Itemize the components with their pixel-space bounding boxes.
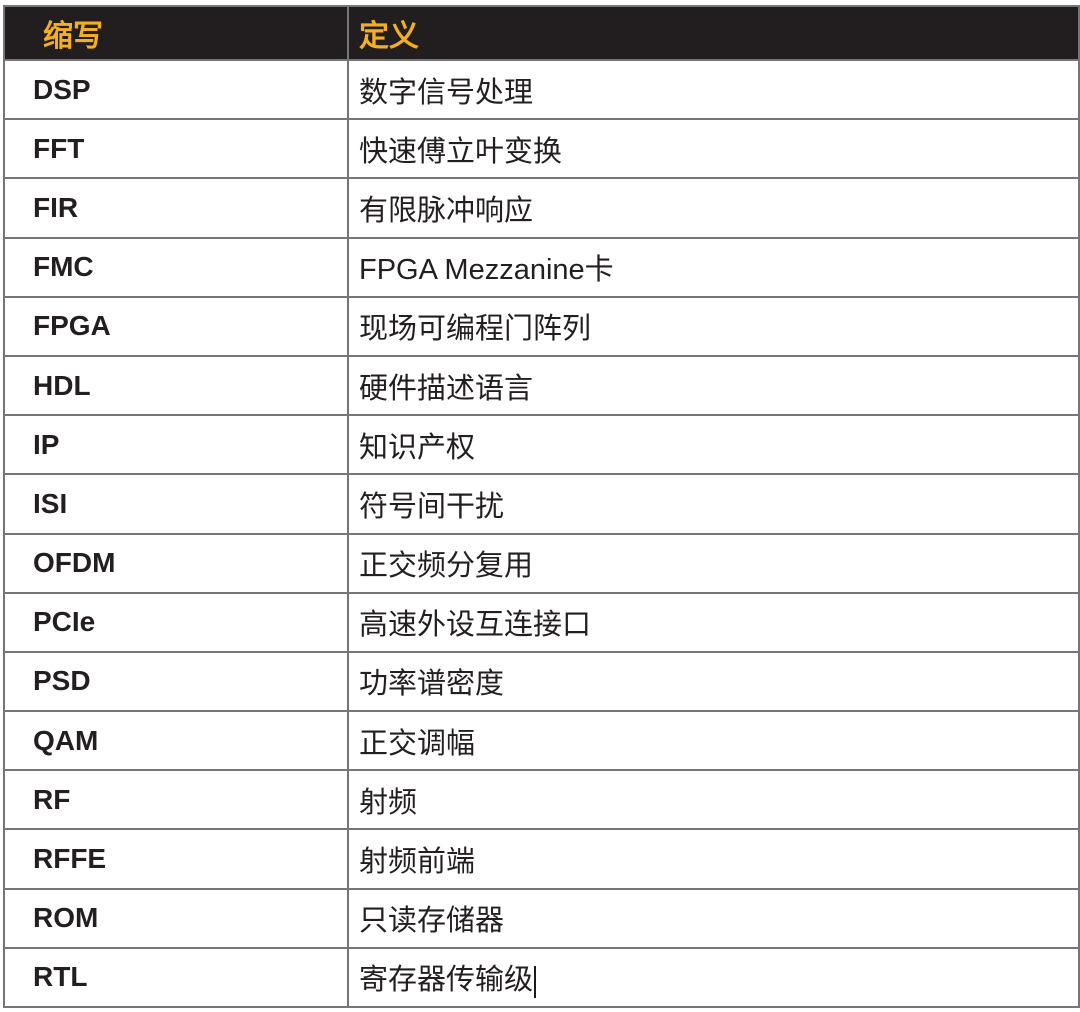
abbreviation-cell: ROM	[3, 887, 349, 949]
table-row: RF 射频	[3, 769, 1080, 831]
definition-text: 现场可编程门阵列	[359, 313, 592, 346]
abbreviation-cell: ISI	[3, 473, 349, 535]
abbreviation-cell: PCIe	[3, 591, 349, 653]
definition-text: 符号间干扰	[359, 490, 505, 523]
definition-cell: 正交频分复用	[347, 532, 1080, 594]
definition-text: 射频前端	[359, 846, 476, 879]
definition-text: 高速外设互连接口	[359, 609, 592, 642]
abbreviation-cell: FIR	[3, 177, 349, 239]
table-header-row: 缩写 定义	[3, 5, 1080, 61]
abbreviation-cell: RF	[3, 769, 349, 831]
abbreviation-cell: IP	[3, 414, 349, 476]
definition-text: 快速傅立叶变换	[359, 135, 563, 168]
abbreviation-cell: FFT	[3, 118, 349, 180]
definition-cell: 高速外设互连接口	[347, 591, 1080, 653]
definition-cell: 射频前端	[347, 828, 1080, 890]
definition-text: 射频	[359, 786, 418, 819]
table-row: ISI 符号间干扰	[3, 473, 1080, 535]
definition-text: 功率谱密度	[359, 668, 505, 701]
abbreviation-cell: QAM	[3, 710, 349, 772]
definition-text: 正交频分复用	[359, 550, 534, 583]
table-row: FPGA 现场可编程门阵列	[3, 295, 1080, 357]
definition-text: FPGA Mezzanine卡	[359, 254, 614, 287]
table-row: RFFE 射频前端	[3, 828, 1080, 890]
table-row: FMC FPGA Mezzanine卡	[3, 236, 1080, 298]
table-row: DSP 数字信号处理	[3, 58, 1080, 121]
definition-text: 正交调幅	[359, 727, 476, 760]
definition-text: 知识产权	[359, 431, 476, 464]
abbreviation-cell: OFDM	[3, 532, 349, 594]
abbreviation-table: 缩写 定义 DSP 数字信号处理 FFT 快速傅立叶变换 FIR 有限脉冲响应 …	[3, 5, 1080, 1009]
table-row: IP 知识产权	[3, 414, 1080, 476]
abbreviation-cell: RFFE	[3, 828, 349, 890]
definition-cell: 只读存储器	[347, 887, 1080, 949]
text-caret	[534, 965, 537, 998]
definition-cell[interactable]: 寄存器传输级	[347, 946, 1080, 1009]
table-row: RTL 寄存器传输级	[3, 946, 1080, 1009]
definition-text: 硬件描述语言	[359, 372, 534, 405]
definition-cell: 射频	[347, 769, 1080, 831]
definition-cell: 正交调幅	[347, 710, 1080, 772]
column-header-abbreviation: 缩写	[3, 5, 349, 61]
definition-cell: FPGA Mezzanine卡	[347, 236, 1080, 298]
table-row: HDL 硬件描述语言	[3, 354, 1080, 417]
definition-cell: 有限脉冲响应	[347, 177, 1080, 239]
definition-text: 寄存器传输级	[359, 964, 534, 997]
table-row: OFDM 正交频分复用	[3, 532, 1080, 594]
definition-cell: 数字信号处理	[347, 58, 1080, 121]
definition-cell: 快速傅立叶变换	[347, 118, 1080, 180]
table-row: PSD 功率谱密度	[3, 650, 1080, 713]
definition-cell: 符号间干扰	[347, 473, 1080, 535]
definition-text: 有限脉冲响应	[359, 194, 534, 227]
table-row: QAM 正交调幅	[3, 710, 1080, 772]
abbreviation-cell: FMC	[3, 236, 349, 298]
abbreviation-cell: FPGA	[3, 295, 349, 357]
definition-cell: 现场可编程门阵列	[347, 295, 1080, 357]
definition-cell: 功率谱密度	[347, 650, 1080, 713]
table-row: ROM 只读存储器	[3, 887, 1080, 949]
definition-text: 只读存储器	[359, 905, 505, 938]
definition-cell: 知识产权	[347, 414, 1080, 476]
abbreviation-cell: PSD	[3, 650, 349, 713]
abbreviation-cell: DSP	[3, 58, 349, 121]
column-header-definition: 定义	[347, 5, 1080, 61]
definition-text: 数字信号处理	[359, 76, 534, 109]
definition-cell: 硬件描述语言	[347, 354, 1080, 417]
abbreviation-cell: HDL	[3, 354, 349, 417]
table-row: FIR 有限脉冲响应	[3, 177, 1080, 239]
table-row: FFT 快速傅立叶变换	[3, 118, 1080, 180]
table-row: PCIe 高速外设互连接口	[3, 591, 1080, 653]
abbreviation-cell: RTL	[3, 946, 349, 1009]
